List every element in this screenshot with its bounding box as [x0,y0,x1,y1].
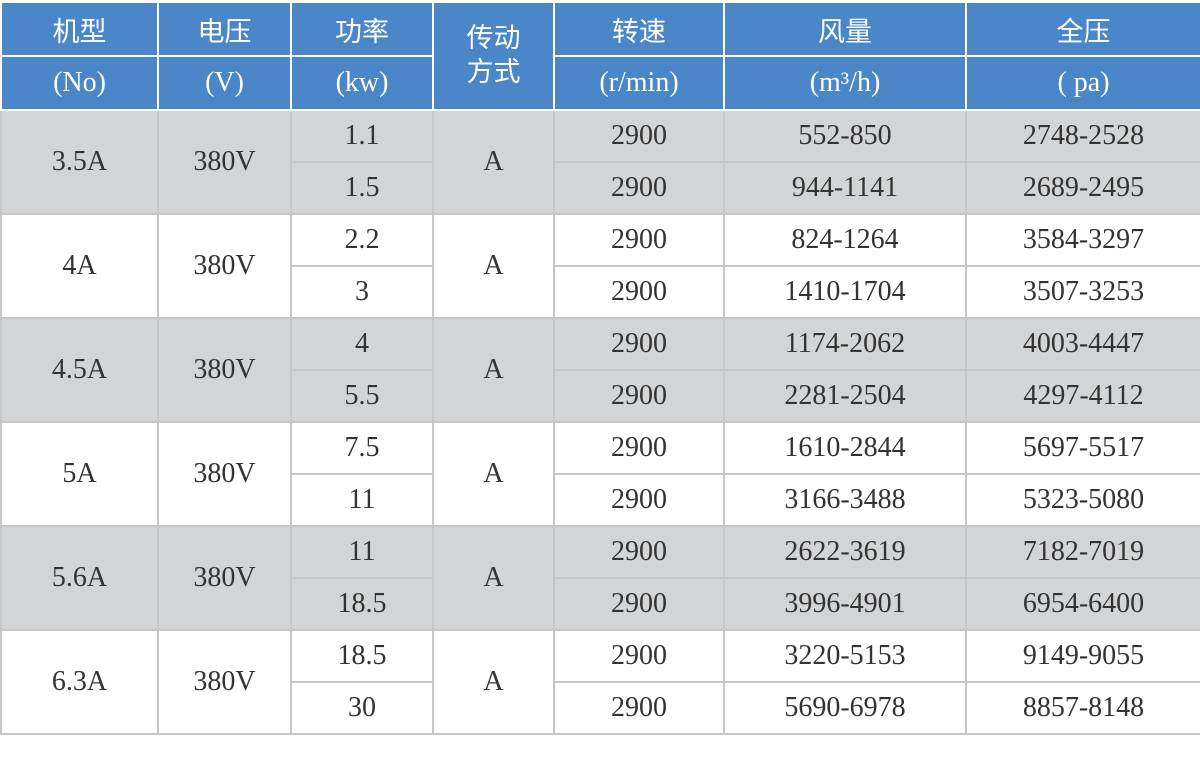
header-voltage: 电压 [157,3,292,57]
cell-airflow: 1610-2844 [723,421,967,475]
header-pressure: 全压 [965,3,1200,57]
cell-pressure: 7182-7019 [965,525,1200,579]
cell-model: 3.5A [0,109,159,215]
cell-power: 18.5 [290,577,434,631]
cell-power: 30 [290,681,434,735]
cell-power: 11 [290,525,434,579]
unit-voltage: (V) [157,56,292,111]
cell-pressure: 5323-5080 [965,473,1200,527]
cell-speed: 2900 [553,629,725,683]
cell-pressure: 5697-5517 [965,421,1200,475]
cell-speed: 2900 [553,161,725,215]
cell-speed: 2900 [553,317,725,371]
cell-power: 2.2 [290,213,434,267]
unit-pressure: ( pa) [965,56,1200,111]
unit-speed: (r/min) [553,56,725,111]
cell-airflow: 552-850 [723,109,967,163]
cell-speed: 2900 [553,681,725,735]
cell-model: 5.6A [0,525,159,631]
cell-drive: A [432,525,555,631]
cell-voltage: 380V [157,629,292,735]
cell-power: 1.5 [290,161,434,215]
cell-drive: A [432,317,555,423]
cell-voltage: 380V [157,421,292,527]
cell-airflow: 944-1141 [723,161,967,215]
cell-pressure: 3584-3297 [965,213,1200,267]
table-row: 3.5A 380V 1.1 A 2900 552-850 2748-2528 [0,109,1200,215]
cell-drive: A [432,213,555,319]
table-row: 18.5 2900 3996-4901 6954-6400 [1,577,1200,631]
table-row: 5.6A 380V 11 A 2900 2622-3619 7182-7019 [0,525,1200,631]
header-speed: 转速 [553,3,725,57]
cell-model: 4A [0,213,159,319]
table-row: 30 2900 5690-6978 8857-8148 [1,681,1200,735]
header-airflow: 风量 [723,3,967,57]
cell-speed: 2900 [553,213,725,267]
cell-airflow: 1410-1704 [723,265,967,319]
cell-pressure: 3507-3253 [965,265,1200,319]
table-body: 3.5A 380V 1.1 A 2900 552-850 2748-2528 1.5 2900 9… [0,109,1200,735]
cell-speed: 2900 [553,473,725,527]
cell-speed: 2900 [553,577,725,631]
header-row-labels: 机型 电压 功率 传动 方式 转速 风量 全压 [0,3,1200,111]
cell-speed: 2900 [553,109,725,163]
cell-power: 11 [290,473,434,527]
cell-speed: 2900 [553,265,725,319]
cell-speed: 2900 [553,369,725,423]
cell-pressure: 9149-9055 [965,629,1200,683]
unit-airflow: (m³/h) [723,56,967,111]
cell-power: 18.5 [290,629,434,683]
cell-speed: 2900 [553,421,725,475]
cell-pressure: 2748-2528 [965,109,1200,163]
table-row: 6.3A 380V 18.5 A 2900 3220-5153 9149-9055 [0,629,1200,735]
cell-model: 6.3A [0,629,159,735]
cell-power: 3 [290,265,434,319]
cell-voltage: 380V [157,525,292,631]
cell-airflow: 5690-6978 [723,681,967,735]
cell-drive: A [432,629,555,735]
header-drive: 传动 方式 [432,3,555,111]
table-row: 1.5 2900 944-1141 2689-2495 [1,161,1200,215]
cell-airflow: 3220-5153 [723,629,967,683]
cell-airflow: 1174-2062 [723,317,967,371]
cell-airflow: 2281-2504 [723,369,967,423]
table-row: 5A 380V 7.5 A 2900 1610-2844 5697-5517 [0,421,1200,527]
cell-voltage: 380V [157,317,292,423]
cell-pressure: 8857-8148 [965,681,1200,735]
unit-model: (No) [0,56,159,111]
cell-airflow: 3996-4901 [723,577,967,631]
cell-airflow: 824-1264 [723,213,967,267]
header-model: 机型 [0,3,159,57]
cell-power: 7.5 [290,421,434,475]
cell-voltage: 380V [157,109,292,215]
cell-power: 1.1 [290,109,434,163]
cell-model: 5A [0,421,159,527]
table-row: 11 2900 3166-3488 5323-5080 [1,473,1200,527]
cell-pressure: 4297-4112 [965,369,1200,423]
table-row: 4A 380V 2.2 A 2900 824-1264 3584-3297 [0,213,1200,319]
cell-airflow: 3166-3488 [723,473,967,527]
cell-power: 4 [290,317,434,371]
fan-spec-table: 机型 电压 功率 传动 方式 转速 风量 全压 (No) (V) (kw) (r/… [0,3,1200,735]
cell-airflow: 2622-3619 [723,525,967,579]
cell-speed: 2900 [553,525,725,579]
cell-voltage: 380V [157,213,292,319]
cell-pressure: 6954-6400 [965,577,1200,631]
cell-power: 5.5 [290,369,434,423]
cell-model: 4.5A [0,317,159,423]
header-row-units: (No) (V) (kw) (r/min) (m³/h) ( pa) [0,56,1200,111]
unit-power: (kw) [290,56,434,111]
header-power: 功率 [290,3,434,57]
cell-drive: A [432,109,555,215]
cell-drive: A [432,421,555,527]
table-row: 4.5A 380V 4 A 2900 1174-2062 4003-4447 [0,317,1200,423]
cell-pressure: 4003-4447 [965,317,1200,371]
cell-pressure: 2689-2495 [965,161,1200,215]
table-row: 5.5 2900 2281-2504 4297-4112 [1,369,1200,423]
